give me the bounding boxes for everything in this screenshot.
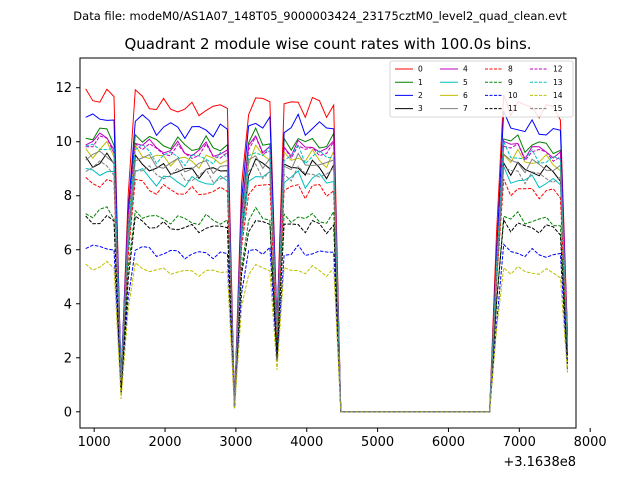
legend-label: 4 — [463, 65, 468, 74]
series-line-3 — [85, 152, 568, 413]
series-line-7 — [85, 150, 568, 413]
legend-label: 1 — [418, 78, 423, 87]
series-line-8 — [85, 177, 568, 413]
y-tick-label: 2 — [64, 351, 72, 366]
legend-label: 6 — [463, 91, 468, 100]
y-axis: 0 2 4 6 8 10 12 — [55, 81, 80, 420]
legend-label: 9 — [508, 78, 513, 87]
plot-area: 1000 2000 3000 4000 5000 6000 7000 8000 0246810… — [55, 57, 607, 470]
legend-label: 11 — [508, 104, 518, 113]
y-tick-label: 6 — [64, 243, 72, 258]
x-axis: 1000 2000 3000 4000 5000 6000 7000 8000 — [78, 428, 607, 450]
series-line-11 — [85, 214, 568, 413]
series-line-1 — [85, 126, 568, 413]
legend-label: 5 — [463, 78, 468, 87]
legend-label: 8 — [508, 65, 513, 74]
x-tick-label: 7000 — [503, 435, 536, 450]
legend-label: 15 — [553, 104, 563, 113]
plot-frame — [79, 57, 577, 429]
series-line-12 — [85, 135, 568, 413]
x-tick-label: 6000 — [432, 435, 465, 450]
y-tick-label: 10 — [55, 135, 72, 150]
series-line-9 — [85, 206, 568, 413]
series-layer — [85, 88, 568, 413]
y-tick-label: 0 — [64, 405, 72, 420]
figure-suptitle: Data file: modeM0/AS1A07_148T05_90000034… — [73, 9, 567, 23]
series-line-13 — [85, 141, 568, 413]
y-tick-label: 12 — [55, 81, 72, 96]
legend-label: 7 — [463, 104, 468, 113]
x-tick-label: 3000 — [219, 435, 252, 450]
x-tick-label: 2000 — [148, 435, 181, 450]
series-line-2 — [85, 111, 568, 413]
x-tick-label: 1000 — [78, 435, 111, 450]
x-tick-label: 5000 — [361, 435, 394, 450]
chart-title: Quadrant 2 module wise count rates with … — [124, 35, 531, 53]
y-tick-label: 4 — [64, 297, 72, 312]
x-tick-label: 8000 — [574, 435, 607, 450]
legend-label: 12 — [553, 65, 563, 74]
legend-label: 14 — [553, 91, 563, 100]
legend-label: 13 — [553, 78, 563, 87]
legend-label: 3 — [418, 104, 423, 113]
legend-box — [389, 60, 574, 118]
series-line-5 — [85, 166, 568, 413]
legend-label: 2 — [418, 91, 423, 100]
legend-label: 0 — [418, 65, 423, 74]
series-line-14 — [85, 260, 568, 413]
series-line-4 — [85, 132, 568, 413]
y-tick-label: 8 — [64, 189, 72, 204]
x-tick-label: 4000 — [290, 435, 323, 450]
legend-label: 10 — [508, 91, 518, 100]
x-axis-offset-label: +3.1638e8 — [503, 455, 576, 470]
